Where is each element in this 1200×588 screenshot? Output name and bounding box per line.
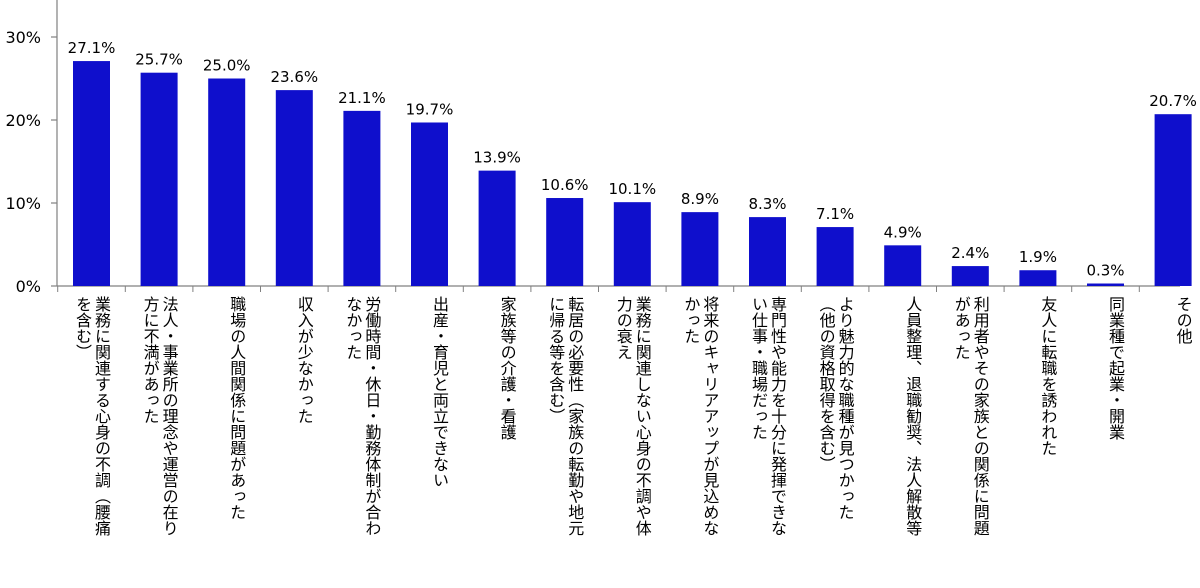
- bar: [884, 245, 922, 286]
- category-label: 専門性や能力を十分に発揮できな: [768, 296, 787, 536]
- data-label: 0.3%: [1086, 262, 1124, 280]
- bar: [140, 72, 178, 286]
- data-label: 27.1%: [68, 39, 116, 57]
- category-label: 友人に転職を誘われた: [1038, 296, 1057, 456]
- bar: [343, 110, 381, 287]
- category-label: に帰る等を含む）: [546, 296, 565, 424]
- category-label: 家族等の介護・看護: [498, 296, 517, 440]
- category-label: その他: [1174, 296, 1193, 345]
- bar: [411, 122, 448, 287]
- y-tick-label: 20%: [5, 111, 41, 130]
- bar: [749, 217, 786, 286]
- bar: [816, 227, 854, 286]
- bar: [1154, 114, 1192, 286]
- category-label: 労働時間・休日・勤務体制が合わ: [362, 296, 381, 536]
- bar: [1019, 270, 1057, 286]
- bar: [546, 198, 584, 286]
- category-label: 方に不満があった: [141, 296, 160, 424]
- data-label: 23.6%: [270, 68, 318, 86]
- y-tick-label: 30%: [5, 28, 41, 47]
- y-tick-label: 0%: [16, 277, 41, 296]
- bar: [681, 212, 719, 286]
- data-label: 7.1%: [816, 205, 854, 223]
- bar: [208, 78, 246, 286]
- data-label: 10.1%: [608, 180, 656, 198]
- category-label: （他の資格取得を含む）: [817, 296, 836, 472]
- data-label: 20.7%: [1149, 92, 1197, 110]
- data-label: 19.7%: [406, 100, 454, 118]
- category-label: 法人・事業所の理念や運営の在り: [160, 296, 179, 536]
- data-label: 25.7%: [135, 51, 183, 69]
- bar: [1087, 283, 1124, 286]
- data-label: 2.4%: [951, 244, 989, 262]
- category-label: 人員整理、退職勧奨、法人解散等: [903, 296, 922, 536]
- category-label: 転居の必要性（家族の転勤や地元: [565, 296, 584, 536]
- data-label: 8.3%: [748, 195, 786, 213]
- category-label: 出産・育児と両立できない: [430, 296, 449, 488]
- data-label: 1.9%: [1019, 248, 1057, 266]
- category-label: 力の衰え: [614, 296, 633, 360]
- category-label: なかった: [343, 296, 362, 360]
- data-label: 10.6%: [541, 176, 589, 194]
- category-label: 業務に関連しない心身の不調や体: [633, 296, 652, 536]
- category-label: より魅力的な職種が見つかった: [836, 296, 855, 520]
- category-label: 収入が少なかった: [295, 296, 314, 424]
- category-label: かった: [681, 296, 700, 344]
- y-tick-label: 10%: [5, 194, 41, 213]
- category-label: があった: [952, 296, 971, 360]
- bar: [951, 266, 989, 286]
- category-label: い仕事・職場だった: [749, 296, 768, 440]
- data-label: 13.9%: [473, 149, 521, 167]
- data-labels-layer: 27.1% 25.7% 25.0% 23.6% 21.1% 19.7% 13.9% 10.6%…: [68, 39, 1197, 279]
- category-label: 利用者やその家族との関係に問題: [971, 296, 990, 536]
- category-label: 同業種で起業・開業: [1106, 296, 1125, 440]
- data-label: 25.0%: [203, 57, 251, 75]
- category-label: 業務に関連する心身の不調（腰痛: [92, 296, 111, 536]
- bar: [613, 202, 651, 286]
- data-label: 21.1%: [338, 89, 386, 107]
- bar: [478, 170, 516, 286]
- data-label: 4.9%: [884, 223, 922, 241]
- category-label: 将来のキャリアアップが見込めな: [700, 296, 719, 536]
- bars-layer: [73, 61, 1192, 287]
- category-label: 職場の人間関係に問題があった: [227, 296, 246, 520]
- bar: [275, 90, 313, 287]
- category-label: を含む）: [73, 296, 92, 360]
- bar: [73, 61, 110, 286]
- data-label: 8.9%: [681, 190, 719, 208]
